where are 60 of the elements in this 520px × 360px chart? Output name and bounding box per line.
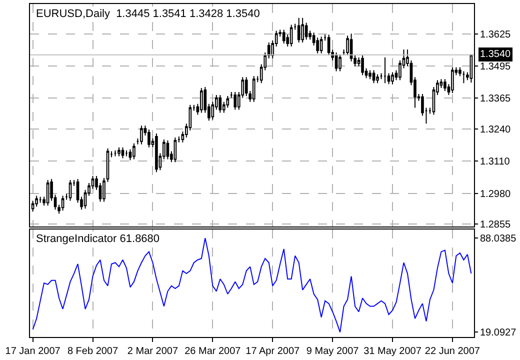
candlestick (166, 140, 170, 160)
y-tick-label: 1.3365 (480, 94, 512, 105)
candlestick (140, 125, 143, 145)
candlestick (372, 70, 376, 84)
candlestick (376, 74, 379, 84)
candlestick (102, 178, 106, 202)
candlestick (252, 76, 256, 102)
ref-line-label: 1.3540 (480, 49, 512, 60)
candlestick (304, 22, 308, 40)
y-tick-label: 1.3625 (480, 29, 512, 40)
candlestick (462, 70, 466, 84)
y-tick-label: 1.3240 (480, 124, 512, 136)
x-tick-label: 8 Feb 2007 (67, 346, 118, 357)
candlestick (132, 142, 136, 160)
x-tick-label: 26 Mar 2007 (184, 346, 242, 357)
y-tick-label: 1.2855 (480, 220, 512, 231)
candlestick (320, 36, 323, 54)
chart-title: StrangeIndicator 61.8680 (36, 233, 160, 245)
candlestick (46, 179, 50, 206)
candlestick (121, 146, 124, 159)
candlestick (301, 17, 304, 44)
candlestick (380, 72, 383, 80)
y-tick-label: 1.3110 (480, 156, 510, 168)
candlestick (451, 66, 454, 94)
y-tick-label: 1.3495 (480, 62, 512, 73)
candlestick (148, 129, 150, 148)
candlestick (118, 146, 120, 157)
candlestick (384, 56, 386, 84)
candlestick (391, 72, 394, 85)
candlestick (125, 150, 128, 157)
candlestick (61, 195, 64, 212)
candlestick (155, 133, 158, 173)
candlestick (178, 136, 180, 143)
candlestick (106, 148, 110, 182)
candlestick (35, 195, 38, 208)
candlestick (297, 17, 300, 44)
candlestick (38, 196, 42, 204)
chart-title: EURUSD,Daily 1.3445 1.3541 1.3428 1.3540 (36, 8, 260, 20)
x-tick-label: 31 May 2007 (364, 346, 422, 357)
x-tick-label: 22 Jun 2007 (424, 346, 480, 357)
x-tick-label: 9 May 2007 (306, 346, 360, 357)
candlestick (174, 136, 177, 163)
candlestick (368, 70, 372, 80)
x-tick-label: 17 Apr 2007 (246, 346, 300, 357)
y-tick-label: 19.0927 (480, 328, 517, 339)
candlestick (361, 54, 364, 76)
candlestick (290, 24, 293, 48)
candlestick (114, 150, 117, 157)
candlestick (68, 179, 72, 202)
candlestick (282, 29, 286, 44)
x-tick-label: 2 Mar 2007 (127, 346, 178, 357)
candlestick (444, 78, 446, 92)
candlestick (338, 54, 342, 72)
y-tick-label: 1.2980 (480, 188, 512, 200)
candlestick (218, 94, 222, 114)
candlestick (200, 88, 203, 114)
y-tick-label: 88.0385 (480, 233, 517, 244)
candlestick (334, 52, 338, 72)
candlestick (234, 91, 237, 110)
x-tick-label: 17 Jan 2007 (5, 346, 61, 357)
